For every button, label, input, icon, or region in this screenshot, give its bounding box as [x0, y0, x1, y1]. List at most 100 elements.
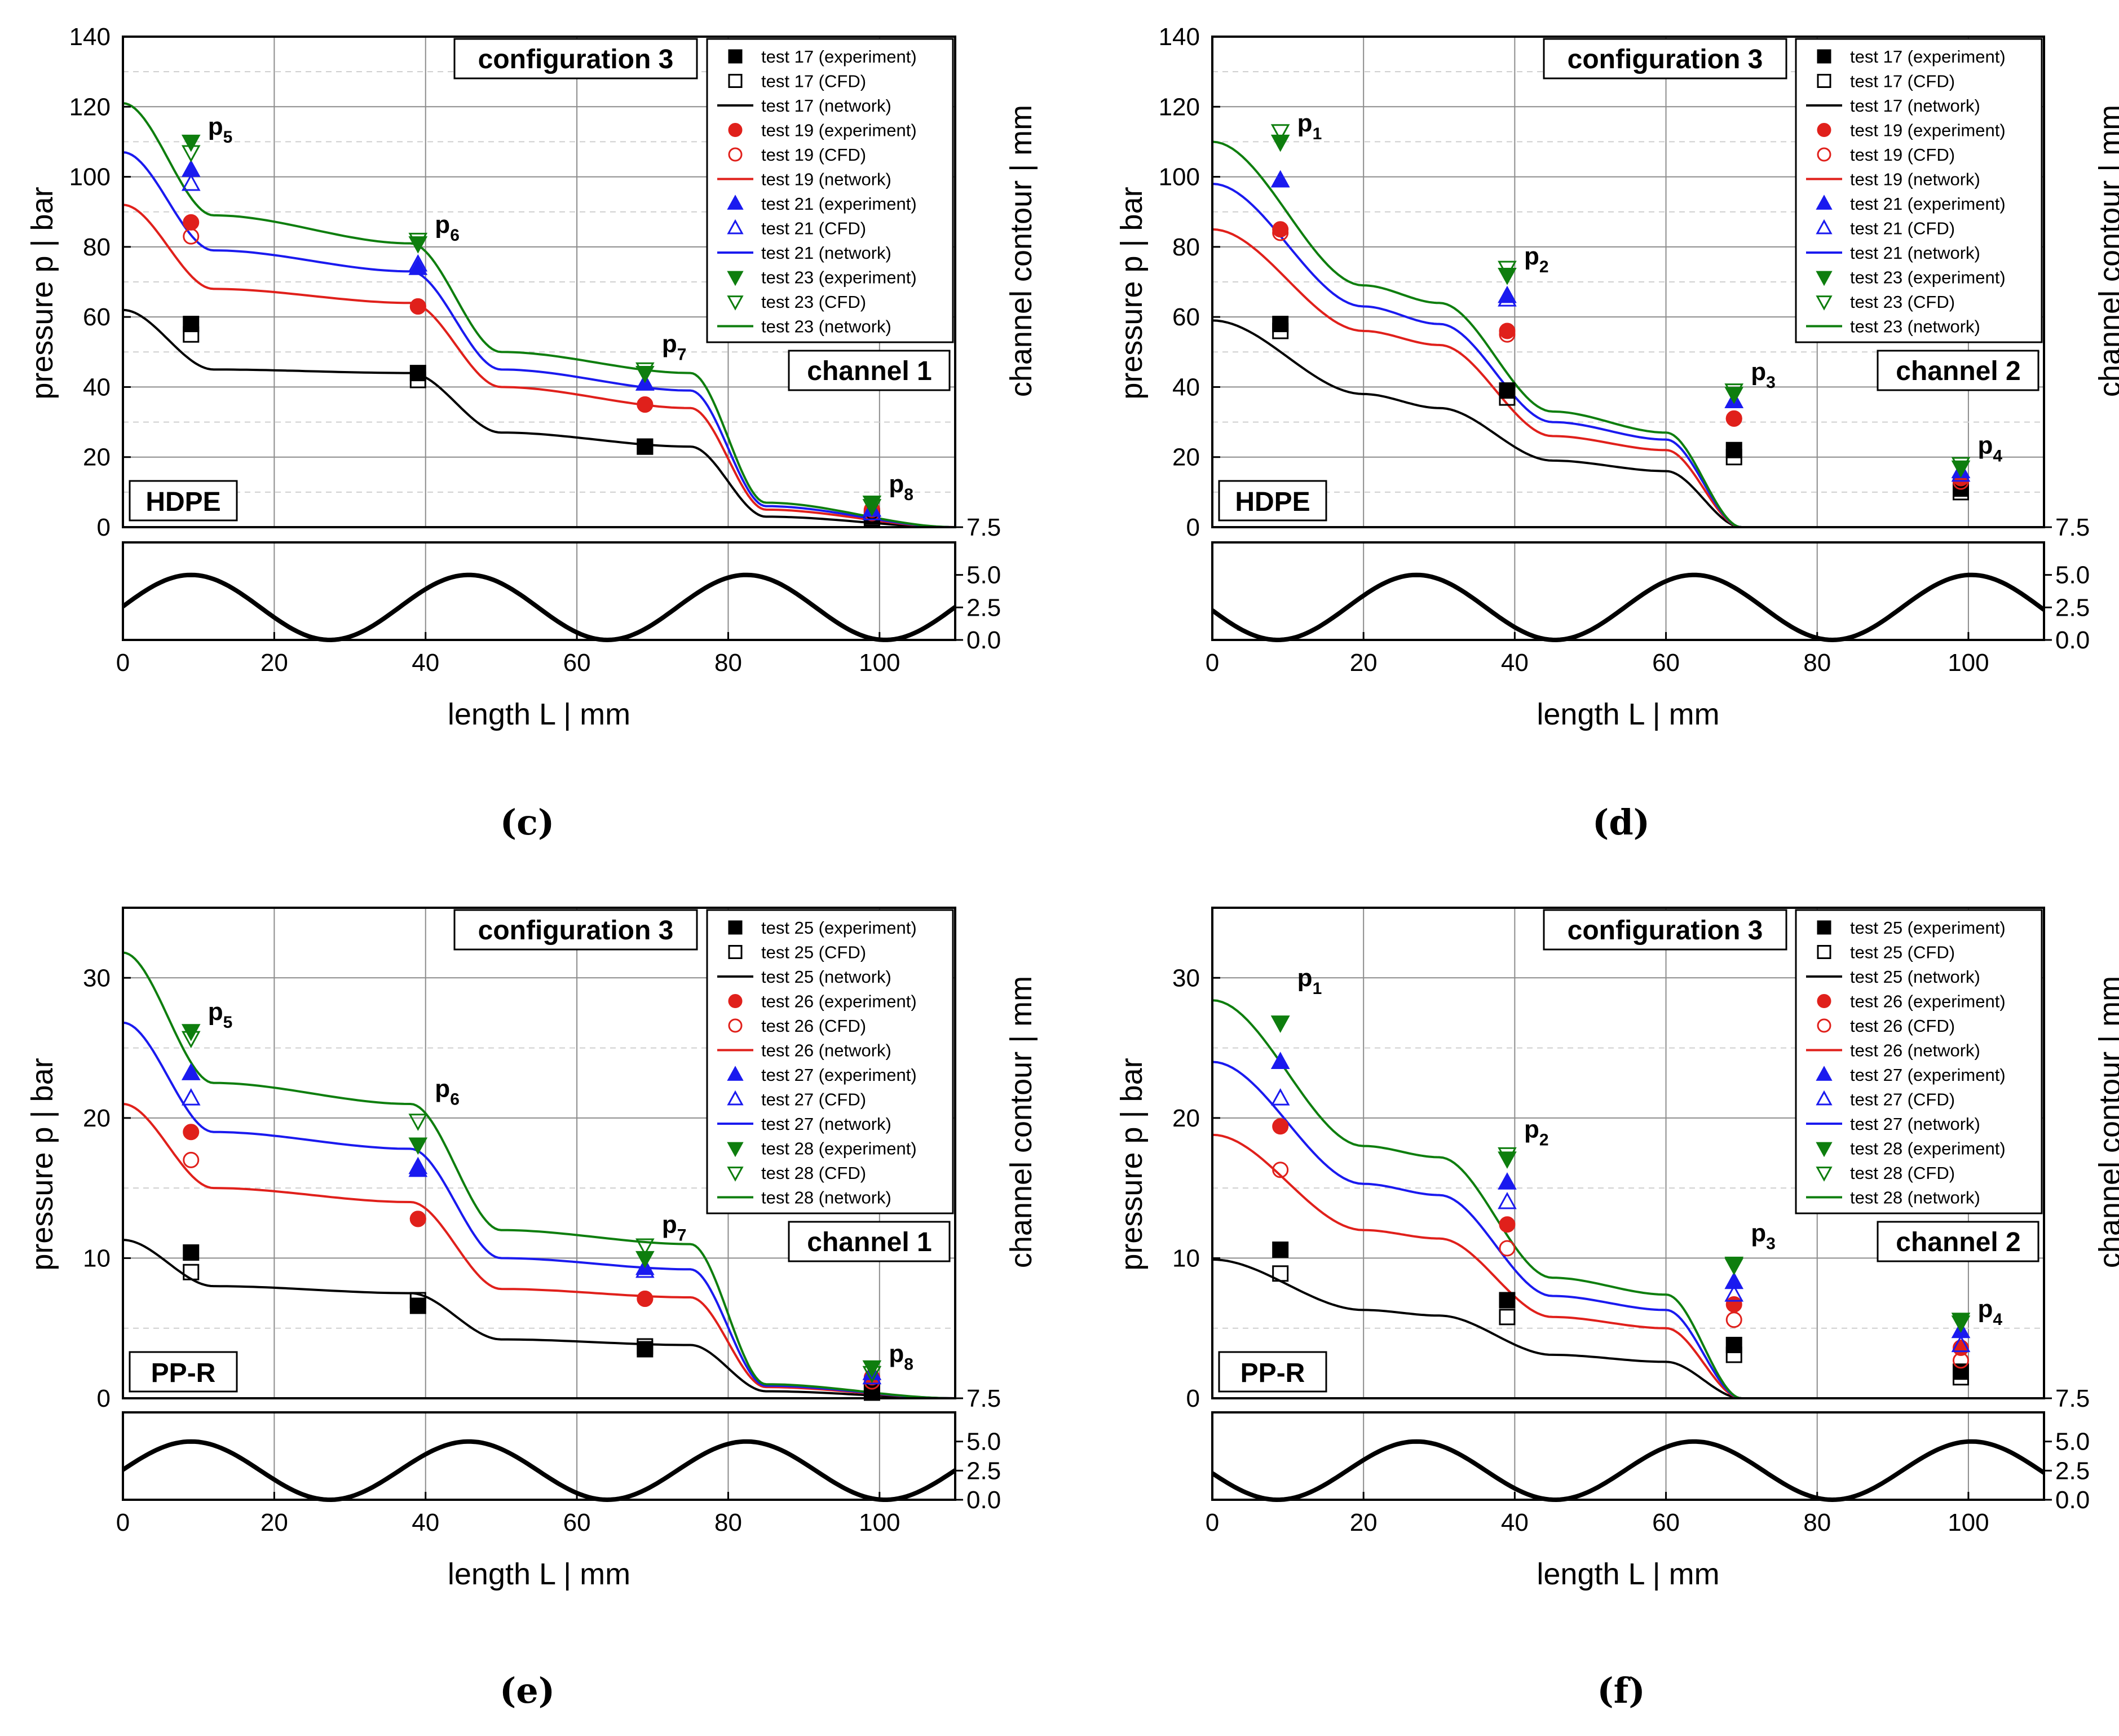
- x-tick-label: 60: [563, 1509, 591, 1536]
- pressure-point-index: 1: [1313, 979, 1322, 998]
- contour-tick-label: 0.0: [2055, 1486, 2090, 1514]
- x-tick-label: 0: [1206, 1509, 1219, 1536]
- legend-marker: [1816, 1090, 1833, 1106]
- experiment-marker: [1272, 1118, 1289, 1135]
- pressure-point-index: 2: [1539, 1131, 1549, 1150]
- legend-marker: [728, 994, 743, 1008]
- legend-marker: [728, 920, 743, 935]
- contour-tick-label: 2.5: [2055, 594, 2090, 621]
- legend-entry: test 25 (experiment): [761, 918, 917, 938]
- channel-label: channel 2: [1896, 356, 2020, 386]
- legend-entry: test 25 (CFD): [761, 943, 866, 962]
- pressure-point-letter: p: [889, 470, 904, 498]
- y-tick-label: 20: [1172, 1105, 1200, 1132]
- legend-entry: test 27 (experiment): [1850, 1065, 2006, 1085]
- contour-tick-label: 2.5: [966, 594, 1001, 621]
- channel-contour-line: [1211, 572, 2046, 643]
- cfd-marker: [1724, 1284, 1744, 1302]
- x-tick-label: 80: [1803, 1509, 1831, 1536]
- experiment-marker: [1270, 170, 1290, 188]
- network-line-test-25: [1212, 1258, 1742, 1399]
- experiment-marker: [1724, 387, 1744, 404]
- configuration-label: configuration 3: [1568, 45, 1763, 74]
- experiment-marker: [637, 438, 654, 455]
- legend-entry: test 28 (experiment): [761, 1139, 917, 1159]
- cfd-marker: [1499, 1309, 1516, 1326]
- network-line-test-23: [1212, 140, 1742, 528]
- pressure-point-letter: p: [1751, 358, 1766, 386]
- chart-panel-3: 0 20 40 60 80 100 0 10 20 30 7.5 5.02.50.0 length L …: [1115, 907, 2119, 1711]
- experiment-marker: [408, 1159, 428, 1177]
- pressure-point-index: 7: [677, 1226, 687, 1245]
- legend: [706, 38, 954, 343]
- y-tick-label: 80: [83, 233, 111, 261]
- pressure-point-letter: p: [1297, 109, 1313, 137]
- legend-marker: [728, 123, 743, 137]
- experiment-marker: [637, 1341, 654, 1358]
- experiment-marker: [1270, 1015, 1290, 1033]
- network-line-test-28: [122, 951, 956, 1399]
- x-tick-label: 100: [859, 1509, 900, 1536]
- y-tick-label: 120: [1159, 93, 1200, 121]
- pressure-point-index: 1: [1313, 125, 1322, 143]
- right-axis-label: channel contour | mm: [1004, 976, 1038, 1268]
- pressure-point-letter: p: [435, 1075, 450, 1103]
- plot-frame: [1211, 36, 2045, 528]
- legend-entry: test 23 (experiment): [761, 268, 917, 288]
- legend-marker: [1817, 1018, 1831, 1033]
- contour-tick-label: 5.0: [966, 562, 1001, 589]
- legend-marker: [1817, 49, 1831, 64]
- y-axis-label: pressure p | bar: [1115, 1058, 1149, 1270]
- legend-entry: test 21 (experiment): [1850, 194, 2006, 214]
- cfd-marker: [1270, 124, 1290, 142]
- experiment-marker: [183, 1244, 200, 1261]
- legend-entry: test 25 (experiment): [1850, 918, 2006, 938]
- x-axis-label: length L | mm: [1537, 697, 1719, 731]
- x-tick-label: 40: [1501, 1509, 1529, 1536]
- configuration-label: configuration 3: [1568, 916, 1763, 946]
- pressure-point-label: p6: [435, 1075, 460, 1109]
- legend-entry: test 17 (network): [1850, 96, 1980, 116]
- legend-marker: [728, 945, 743, 959]
- legend-entry: test 21 (CFD): [1850, 219, 1955, 238]
- channel-label: channel 1: [807, 1227, 932, 1257]
- channel-label: channel 1: [807, 356, 932, 386]
- legend-entry: test 25 (CFD): [1850, 943, 1955, 962]
- pressure-point-label: p5: [208, 998, 233, 1032]
- legend-entry: test 26 (experiment): [761, 992, 917, 1011]
- x-tick-label: 60: [1652, 649, 1680, 677]
- legend-marker: [1817, 123, 1831, 137]
- experiment-marker: [1498, 1172, 1517, 1190]
- legend-entry: test 26 (network): [761, 1041, 891, 1061]
- legend-entry: test 19 (network): [1850, 170, 1980, 189]
- experiment-marker: [1499, 382, 1516, 399]
- cfd-marker: [183, 1151, 200, 1168]
- material-label: PP-R: [151, 1358, 216, 1388]
- legend-marker: [727, 1142, 744, 1158]
- experiment-marker: [1270, 134, 1290, 152]
- x-tick-label: 40: [412, 1509, 439, 1536]
- experiment-marker: [1498, 1151, 1517, 1169]
- pressure-point-letter: p: [1978, 1295, 1993, 1323]
- cfd-marker: [1499, 1240, 1516, 1257]
- material-label: HDPE: [1235, 487, 1310, 517]
- legend-entry: test 28 (CFD): [761, 1163, 866, 1183]
- cfd-marker: [1725, 1311, 1742, 1328]
- legend-entry: test 21 (network): [1850, 243, 1980, 263]
- network-line-test-19: [122, 204, 956, 528]
- legend: [706, 909, 954, 1214]
- legend-entry: test 26 (network): [1850, 1041, 1980, 1061]
- y-tick-label: 140: [1159, 23, 1200, 51]
- y-tick-label: 10: [1172, 1244, 1200, 1272]
- configuration-label: configuration 3: [478, 45, 674, 74]
- contour-frame: [1211, 1411, 2045, 1501]
- configuration-box: [453, 909, 698, 951]
- network-line-test-26: [122, 1103, 956, 1399]
- cfd-marker: [408, 1114, 428, 1131]
- x-tick-label: 100: [1948, 1509, 1989, 1536]
- experiment-marker: [1725, 1296, 1742, 1313]
- y-tick-label: 100: [1159, 164, 1200, 191]
- y-tick-label: 30: [83, 964, 111, 992]
- legend-marker: [727, 219, 744, 235]
- legend-marker: [727, 1167, 744, 1182]
